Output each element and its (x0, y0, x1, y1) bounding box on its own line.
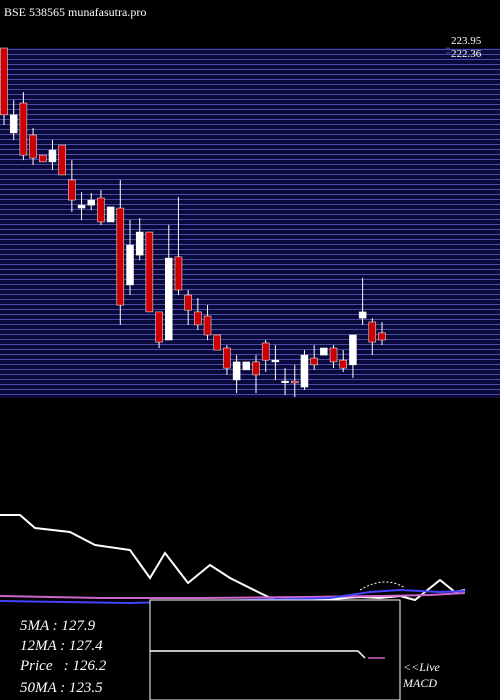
candle-body (261, 342, 270, 361)
candle-body (213, 334, 221, 351)
candle-body (174, 256, 183, 291)
candle-body (291, 380, 299, 384)
candle-body (97, 197, 105, 223)
legend-text: Price : 126.2 (19, 658, 107, 674)
legend-text: 5MA : 127.9 (20, 618, 96, 634)
candle-body (9, 114, 18, 134)
chart-title: BSE 538565 munafasutra.pro (4, 5, 146, 19)
macd-box (149, 599, 401, 700)
candle-body (281, 380, 289, 383)
candle-body (68, 179, 76, 201)
y-tick-label: 223.95 (451, 35, 482, 47)
candle-body (116, 207, 125, 306)
candle-body (48, 149, 57, 163)
candle-body (271, 359, 280, 363)
candle-body (223, 347, 231, 369)
macd-line (150, 650, 366, 659)
candle-body (165, 257, 173, 341)
ma-line (0, 592, 466, 599)
signal-line (359, 581, 406, 591)
candle-body (310, 357, 318, 366)
candle-body (368, 321, 377, 343)
candle-body (232, 361, 241, 381)
y-tick-label: 222.36 (451, 48, 482, 60)
candle-body (39, 154, 47, 163)
candle-body (329, 347, 338, 363)
candle-body (145, 231, 154, 313)
candle-body (155, 311, 163, 343)
macd-live: <<Live (403, 660, 441, 674)
candle-body (203, 315, 212, 336)
candle-body (29, 134, 37, 159)
candle-body (135, 231, 144, 256)
candle-body (77, 204, 86, 209)
candle-body (252, 361, 260, 376)
candle-body (194, 311, 202, 326)
legend-text: 12MA : 127.4 (20, 638, 103, 654)
candle-body (358, 311, 367, 319)
macd-label: MACD (402, 676, 437, 690)
candle-body (184, 294, 192, 311)
candle-body (87, 199, 95, 206)
candle-body (106, 206, 115, 223)
candle-body (58, 144, 66, 176)
price-panel (0, 48, 500, 398)
candle-body (378, 332, 386, 341)
candle-body (320, 347, 328, 356)
candle-body (242, 361, 251, 371)
candles (0, 47, 386, 398)
candle-body (300, 354, 309, 388)
candle-body (349, 334, 357, 366)
candle-body (19, 102, 28, 156)
candle-body (126, 244, 134, 286)
candle-body (0, 47, 8, 116)
legend-text: 50MA : 123.5 (20, 680, 103, 696)
indicator-line (0, 514, 466, 602)
candle-body (339, 359, 347, 369)
